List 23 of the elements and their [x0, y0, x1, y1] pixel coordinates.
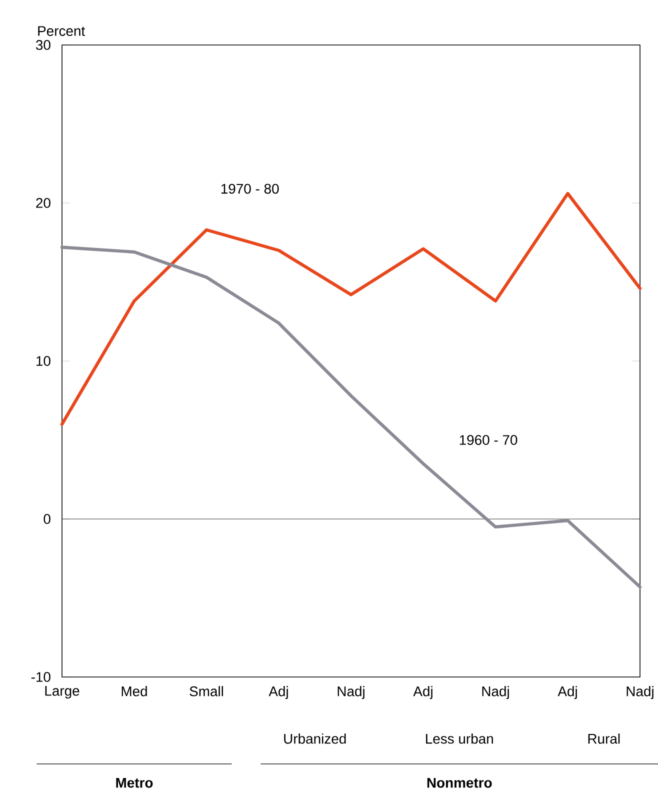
- x-tick-label: Nadj: [626, 686, 654, 700]
- y-tick-label: 10: [36, 356, 50, 366]
- text: 1960 - 70: [460, 435, 518, 445]
- text: Urbanized: [284, 733, 346, 744]
- text: Less urban: [426, 733, 493, 744]
- x-tick-label: Med: [122, 686, 147, 696]
- y-tick-label: -10: [31, 672, 50, 682]
- text: Rural: [588, 733, 620, 744]
- y-tick-label: 0: [44, 514, 50, 524]
- x-tick-label: Large: [45, 686, 80, 699]
- x-tick-label: Adj: [268, 686, 288, 700]
- x-tick-label: Nadj: [482, 686, 509, 700]
- x-tick-label: Adj: [413, 686, 432, 700]
- x-tick-label: Nadj: [338, 686, 364, 700]
- text: Metro: [116, 778, 153, 788]
- line-series: [60, 246, 642, 589]
- y-tick-label: 30: [36, 40, 50, 50]
- text: Nonmetro: [427, 778, 492, 788]
- y-axis-title: Percent: [38, 26, 86, 36]
- x-tick-label: Small: [190, 686, 224, 696]
- text: 1970 - 80: [221, 184, 279, 194]
- y-tick-label: 20: [36, 198, 50, 208]
- x-tick-label: Adj: [558, 686, 577, 700]
